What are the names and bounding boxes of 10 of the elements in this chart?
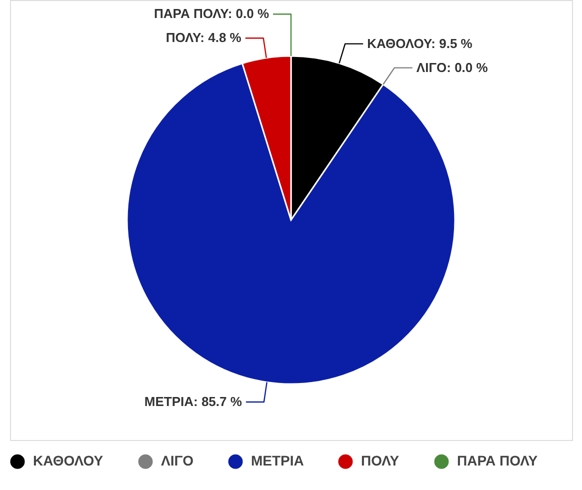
- legend-label: ΚΑΘΟΛΟΥ: [33, 452, 104, 469]
- text: ΠΑΡΑ ΠΟΛΥ: 0.0 %: [154, 6, 269, 22]
- legend-label: ΜΕΤΡΙΑ: [251, 452, 304, 469]
- data-label: ΜΕΤΡΙΑ: 85.7 %: [144, 394, 242, 409]
- legend-label: ΠΟΛΥ: [361, 452, 400, 469]
- legend-label: ΛΙΓΟ: [161, 452, 194, 469]
- legend-label: ΠΑΡΑ ΠΟΛΥ: [457, 452, 538, 469]
- data-label: ΠΟΛΥ: 4.8 %: [166, 30, 242, 46]
- data-label: ΚΑΘΟΛΟΥ: 9.5 %: [367, 36, 473, 51]
- text: ΛΙΓΟ: 0.0 %: [416, 60, 488, 75]
